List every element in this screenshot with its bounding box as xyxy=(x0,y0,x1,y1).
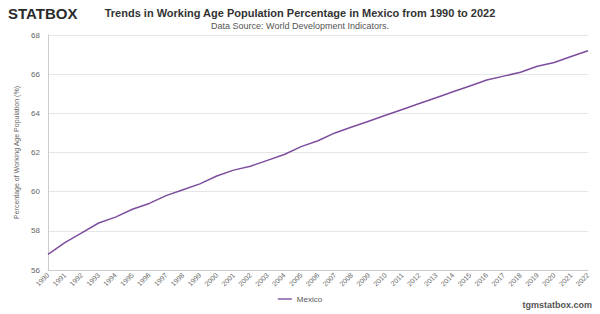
svg-text:2021: 2021 xyxy=(558,271,574,287)
svg-text:1990: 1990 xyxy=(35,271,51,287)
svg-text:2009: 2009 xyxy=(355,271,371,287)
svg-text:2017: 2017 xyxy=(490,271,506,287)
svg-text:2006: 2006 xyxy=(305,271,321,287)
svg-text:Mexico: Mexico xyxy=(297,295,323,304)
svg-text:Trends in Working Age Populati: Trends in Working Age Population Percent… xyxy=(105,7,496,19)
svg-text:2012: 2012 xyxy=(406,271,422,287)
svg-text:2008: 2008 xyxy=(338,271,354,287)
svg-text:2016: 2016 xyxy=(473,271,489,287)
svg-text:2015: 2015 xyxy=(456,271,472,287)
svg-text:1995: 1995 xyxy=(119,271,135,287)
svg-text:2003: 2003 xyxy=(254,271,270,287)
svg-text:66: 66 xyxy=(31,70,40,79)
svg-text:2018: 2018 xyxy=(507,271,523,287)
svg-text:68: 68 xyxy=(31,31,40,40)
svg-text:58: 58 xyxy=(31,226,40,235)
svg-text:STATBOX: STATBOX xyxy=(8,5,77,22)
svg-text:56: 56 xyxy=(31,266,40,275)
svg-text:1991: 1991 xyxy=(51,271,67,287)
svg-text:Percentage of Working Age Popu: Percentage of Working Age Population (%) xyxy=(13,86,21,219)
svg-text:2010: 2010 xyxy=(372,271,388,287)
svg-text:1998: 1998 xyxy=(170,271,186,287)
svg-text:1997: 1997 xyxy=(153,271,169,287)
svg-text:2000: 2000 xyxy=(203,271,219,287)
svg-text:2005: 2005 xyxy=(288,271,304,287)
svg-text:2002: 2002 xyxy=(237,271,253,287)
svg-text:2014: 2014 xyxy=(440,271,456,287)
svg-text:1996: 1996 xyxy=(136,271,152,287)
svg-text:1994: 1994 xyxy=(102,271,118,287)
svg-text:tgmstatbox.com: tgmstatbox.com xyxy=(522,300,592,310)
svg-text:62: 62 xyxy=(31,148,40,157)
svg-text:60: 60 xyxy=(31,187,40,196)
svg-text:2022: 2022 xyxy=(575,271,591,287)
svg-text:2020: 2020 xyxy=(541,271,557,287)
svg-text:2011: 2011 xyxy=(389,271,405,287)
svg-text:1993: 1993 xyxy=(85,271,101,287)
svg-text:64: 64 xyxy=(31,109,40,118)
svg-text:1999: 1999 xyxy=(186,271,202,287)
svg-text:2013: 2013 xyxy=(423,271,439,287)
svg-text:1992: 1992 xyxy=(68,271,84,287)
svg-text:2019: 2019 xyxy=(524,271,540,287)
svg-text:2004: 2004 xyxy=(271,271,287,287)
svg-text:2001: 2001 xyxy=(220,271,236,287)
svg-text:Data Source: World Development: Data Source: World Development Indicator… xyxy=(211,21,389,31)
svg-text:2007: 2007 xyxy=(321,271,337,287)
